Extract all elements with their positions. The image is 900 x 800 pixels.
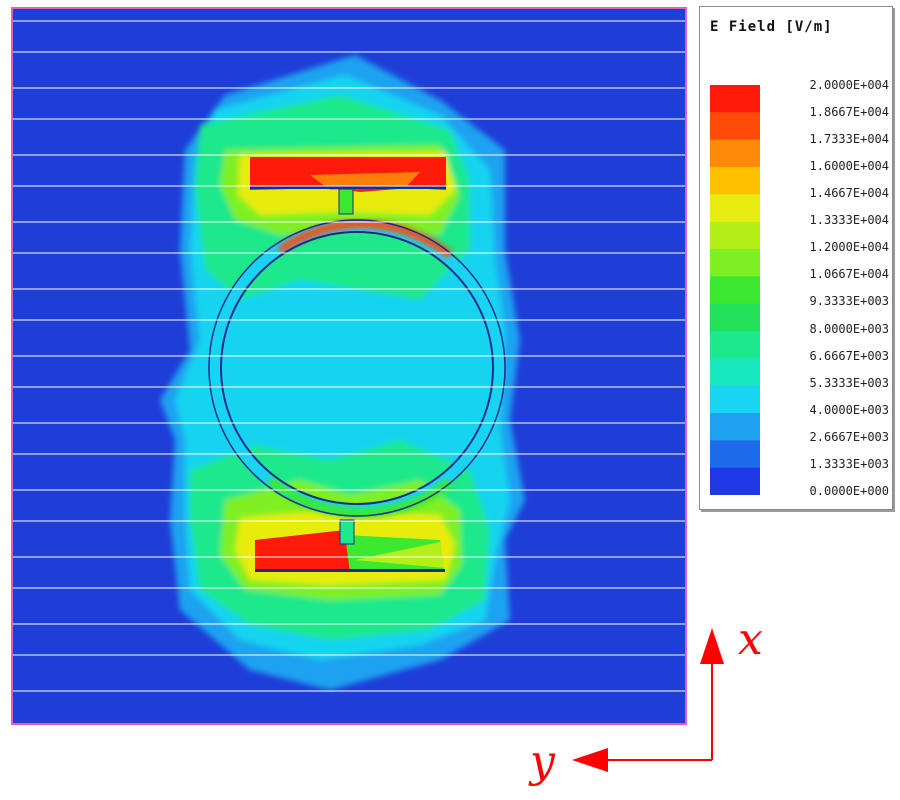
legend-swatch (710, 467, 760, 495)
legend-swatch (710, 413, 760, 441)
hotspot-bottom (255, 530, 350, 572)
legend-label: 1.0667E+004 (809, 267, 889, 282)
legend-swatch (710, 303, 760, 332)
legend-title: E Field [V/m] (710, 19, 833, 35)
gap-plates (250, 186, 446, 572)
legend-swatch (710, 440, 760, 469)
ring-hot-arc-top (277, 220, 453, 259)
top-stub (338, 188, 354, 215)
bottom-plate (255, 569, 445, 572)
legend-label: 1.4667E+004 (809, 186, 889, 201)
legend-label: 8.0000E+003 (809, 321, 889, 336)
legend-color-bar (710, 85, 760, 495)
legend-label: 1.3333E+004 (809, 213, 889, 228)
legend-label: 1.2000E+004 (809, 240, 889, 255)
legend-label: 2.6667E+003 (809, 429, 889, 444)
legend-swatch (710, 85, 760, 113)
y-axis-label: y (530, 736, 555, 787)
legend-label: 9.3333E+003 (809, 294, 889, 309)
legend-label: 4.0000E+003 (809, 402, 889, 417)
bottom-stub (339, 519, 355, 545)
legend-label: 6.6667E+003 (809, 348, 889, 363)
legend-label: 1.6000E+004 (809, 159, 889, 174)
x-axis-label: x (738, 614, 763, 665)
color-legend: E Field [V/m] 2.0000E+004 1.8667E+004 1.73… (699, 6, 893, 510)
top-plate (250, 186, 446, 189)
legend-swatch (710, 385, 760, 414)
legend-label: 2.0000E+004 (809, 78, 889, 92)
legend-swatch (710, 221, 760, 250)
scan-lines (12, 20, 686, 692)
legend-swatch (710, 358, 760, 387)
legend-swatch (710, 249, 760, 277)
plot-frame (11, 7, 687, 725)
legend-label: 1.3333E+003 (809, 456, 889, 471)
legend-swatch (710, 139, 760, 168)
legend-swatch (710, 276, 760, 305)
field-map (12, 8, 686, 724)
ring-hot-arc-bottom (266, 476, 454, 519)
legend-swatch (710, 194, 760, 223)
hotspot-bottom-lime (355, 542, 445, 568)
legend-label: 5.3333E+003 (809, 375, 889, 390)
ring-structure (208, 219, 506, 519)
coordinate-axes (572, 628, 724, 772)
legend-swatch (710, 331, 760, 359)
legend-label: 1.8667E+004 (809, 105, 889, 120)
y-axis-arrowhead (572, 748, 608, 772)
ring-inner-edge (220, 231, 494, 505)
x-axis-arrowhead (700, 628, 724, 664)
ring-outer-edge (208, 219, 506, 517)
legend-swatch (710, 167, 760, 195)
field-hotspots (250, 157, 446, 572)
legend-swatch (710, 112, 760, 141)
legend-label: 1.7333E+004 (809, 132, 889, 147)
legend-label: 0.0000E+000 (809, 483, 889, 498)
